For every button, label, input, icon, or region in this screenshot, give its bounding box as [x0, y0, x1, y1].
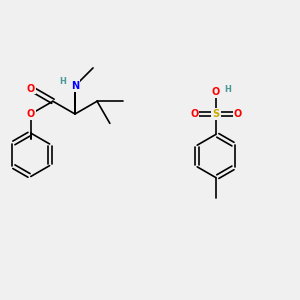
- Text: O: O: [27, 83, 35, 94]
- Text: N: N: [71, 81, 79, 91]
- Text: H: H: [59, 77, 66, 86]
- Text: O: O: [190, 109, 199, 119]
- Text: H: H: [224, 85, 231, 94]
- Text: O: O: [212, 87, 220, 97]
- Text: O: O: [234, 109, 242, 119]
- Text: S: S: [212, 109, 220, 119]
- Text: O: O: [27, 109, 35, 119]
